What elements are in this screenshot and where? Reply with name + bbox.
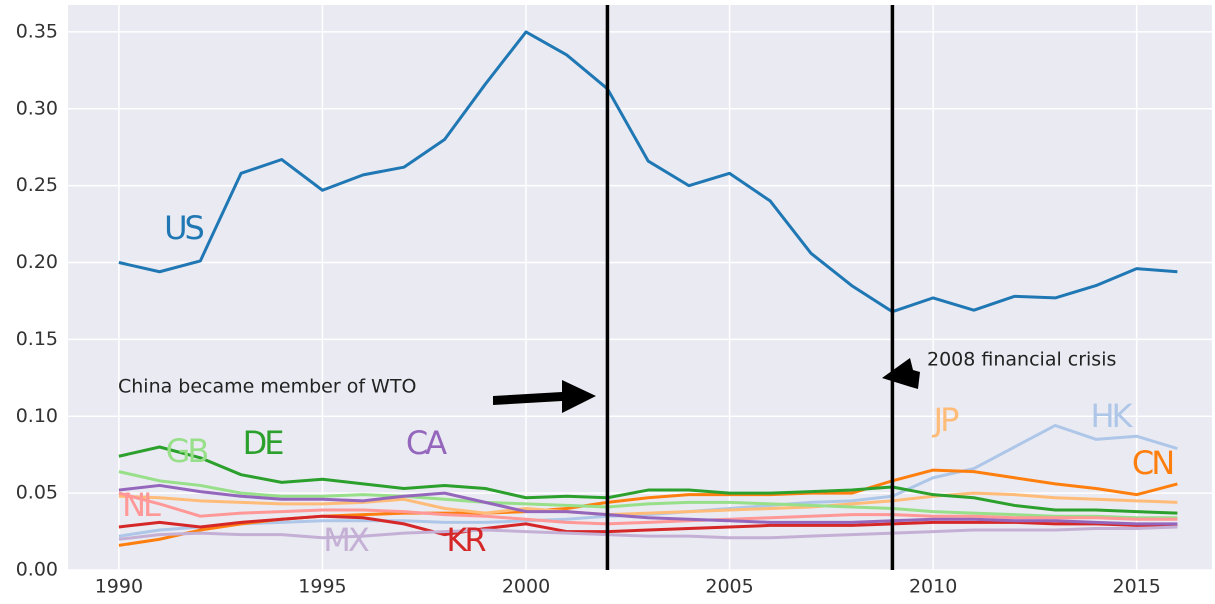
series-line (118, 491, 1178, 526)
series-label: JP (932, 401, 959, 439)
y-tick-label: 0.25 (16, 174, 58, 196)
x-tick-label: 2010 (909, 576, 957, 598)
series-line (118, 30, 1178, 314)
series-line (118, 470, 1178, 520)
y-tick-label: 0.30 (16, 97, 58, 119)
y-tick-label: 0.00 (16, 559, 58, 581)
series-line (118, 445, 1178, 515)
series-line (118, 525, 1178, 541)
x-tick-label: 2000 (502, 576, 550, 598)
series-line (118, 491, 1178, 517)
y-tick-label: 0.20 (16, 251, 58, 273)
series-label: CN (1132, 444, 1172, 482)
series-label: NL (122, 486, 161, 524)
y-tick-label: 0.35 (16, 20, 58, 42)
y-tick-label: 0.15 (16, 328, 58, 350)
annotation: 2008 financial crisis (927, 349, 1116, 371)
series-line (118, 514, 1178, 537)
x-tick-label: 1995 (298, 576, 346, 598)
x-tick-label: 2015 (1113, 576, 1161, 598)
y-tick-label: 0.05 (16, 482, 58, 504)
series-label: GB (166, 432, 208, 470)
x-tick-label: 1990 (95, 576, 143, 598)
plot-area (68, 5, 1212, 570)
series-label: DE (243, 424, 284, 462)
arrow (882, 358, 920, 389)
arrow (493, 380, 596, 413)
series-label: US (164, 209, 203, 247)
series-line (118, 423, 1178, 538)
annotation: China became member of WTO (118, 376, 416, 398)
series-label: MX (323, 521, 369, 559)
series-label: KR (446, 521, 486, 559)
series-line (118, 483, 1178, 526)
series-label: CA (406, 424, 447, 462)
series-label: HK (1090, 397, 1133, 435)
x-tick-label: 2005 (705, 576, 753, 598)
y-tick-label: 0.10 (16, 405, 58, 427)
